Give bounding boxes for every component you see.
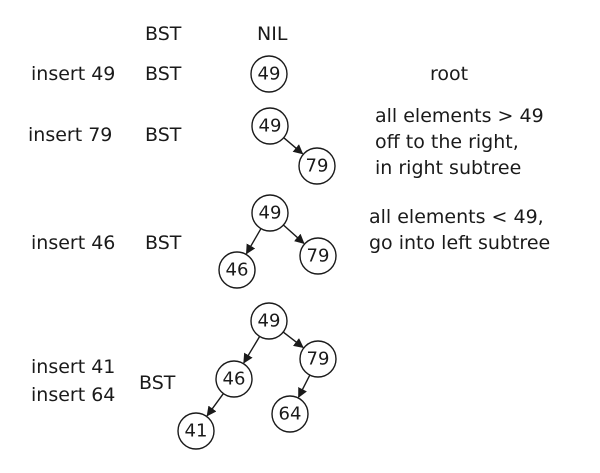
row3-bst-label: BST: [145, 232, 182, 254]
trees-layer: 49 49 79 49 46 79 49 46 79 41 64: [177, 55, 337, 450]
note-right-line-3: in right subtree: [375, 157, 521, 179]
node-value: 41: [185, 421, 208, 442]
op-insert-79: insert 79: [28, 124, 112, 146]
node-value: 49: [258, 64, 281, 85]
bst-tree-4: 49 46 79 41 64: [177, 302, 337, 450]
node-circle: [177, 412, 215, 450]
tree-node-49: 49: [250, 302, 288, 340]
tree-node-79: 79: [299, 340, 337, 378]
note-right-line-1: all elements > 49: [375, 105, 544, 127]
node-circle: [298, 147, 336, 185]
note-left-line-1: all elements < 49,: [369, 206, 544, 228]
op-insert-46: insert 46: [31, 232, 115, 254]
op-insert-64: insert 64: [31, 384, 115, 406]
row2-bst-label: BST: [145, 124, 182, 146]
tree-node-41: 41: [177, 412, 215, 450]
tree-node-49: 49: [251, 194, 289, 232]
bst-tree-3: 49 46 79: [218, 194, 337, 289]
node-circle: [218, 251, 256, 289]
node-value: 79: [307, 246, 330, 267]
edge-49-to-79: [282, 331, 304, 348]
row4-bst-label: BST: [139, 372, 176, 394]
edge-49-to-79: [283, 137, 304, 155]
node-circle: [250, 55, 288, 93]
node-circle: [250, 302, 288, 340]
tree-node-49: 49: [250, 55, 288, 93]
node-circle: [271, 395, 309, 433]
node-value: 79: [306, 156, 329, 177]
node-circle: [251, 194, 289, 232]
tree-node-79: 79: [299, 237, 337, 275]
edge-79-to-64: [297, 374, 311, 398]
tree-node-49: 49: [251, 107, 289, 145]
note-right-line-2: off to the right,: [375, 131, 519, 153]
node-value: 49: [258, 311, 281, 332]
note-left-line-2: go into left subtree: [369, 232, 550, 254]
bst-tree-2: 49 79: [251, 107, 336, 185]
edge-49-to-46: [245, 228, 262, 255]
bst-tree-1: 49: [250, 55, 288, 93]
edge-49-to-46: [243, 336, 261, 364]
node-circle: [299, 340, 337, 378]
node-value: 49: [259, 203, 282, 224]
node-circle: [251, 107, 289, 145]
tree-node-46: 46: [215, 360, 253, 398]
header-nil-label: NIL: [257, 23, 288, 45]
op-insert-49: insert 49: [31, 63, 115, 85]
node-value: 46: [223, 369, 246, 390]
node-value: 49: [259, 116, 282, 137]
node-value: 46: [226, 260, 249, 281]
tree-node-79: 79: [298, 147, 336, 185]
node-value: 64: [279, 404, 302, 425]
edge-49-to-79: [282, 224, 305, 244]
op-insert-41: insert 41: [31, 356, 115, 378]
header-bst-label: BST: [145, 23, 182, 45]
node-circle: [215, 360, 253, 398]
row1-bst-label: BST: [145, 63, 182, 85]
tree-node-64: 64: [271, 395, 309, 433]
edge-46-to-41: [206, 393, 224, 417]
node-value: 79: [307, 349, 330, 370]
note-root: root: [430, 63, 468, 85]
tree-node-46: 46: [218, 251, 256, 289]
node-circle: [299, 237, 337, 275]
